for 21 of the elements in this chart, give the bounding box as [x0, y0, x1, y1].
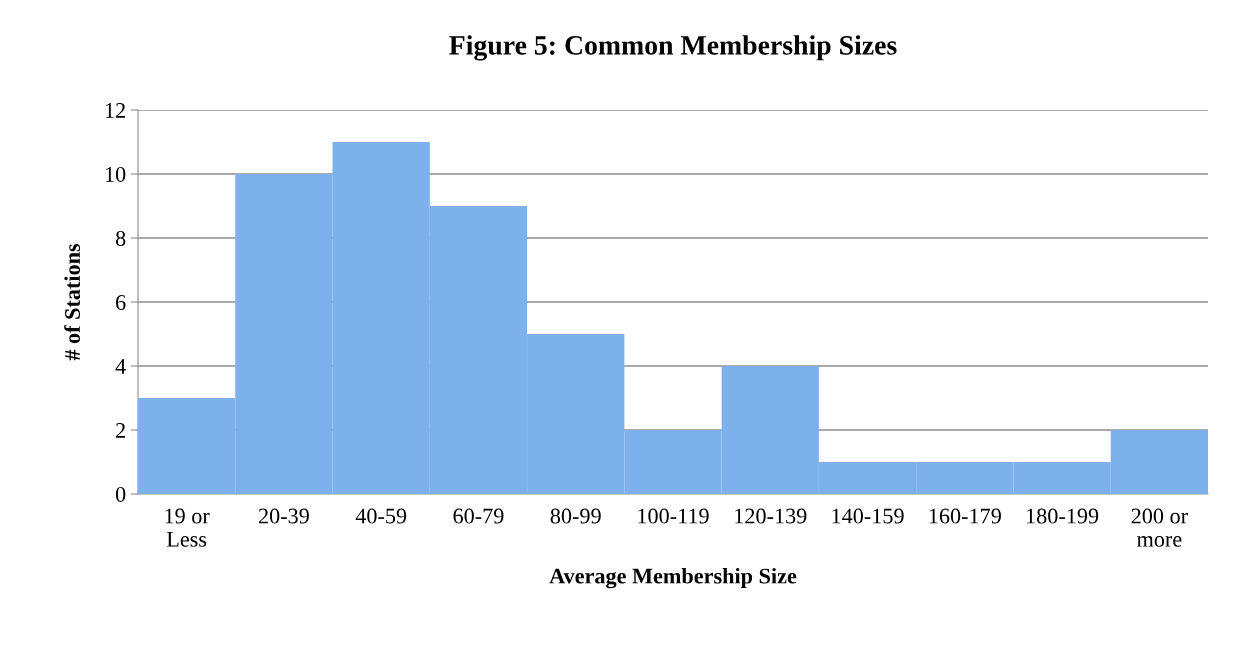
- y-tick-label: 6: [116, 294, 126, 310]
- y-tick-label: 0: [115, 486, 126, 502]
- x-axis-title: Average Membership Size: [549, 567, 797, 589]
- x-tick-label: 100-119: [638, 508, 709, 524]
- y-tick-label: 8: [115, 230, 126, 246]
- x-tick-label: 140-159: [832, 508, 904, 524]
- x-tick-label: 200 or more: [1131, 508, 1188, 547]
- chart-title: Figure 5: Common Membership Sizes: [449, 35, 897, 61]
- y-tick-label: 2: [116, 422, 125, 438]
- x-tick-label: 19 or Less: [165, 508, 210, 547]
- y-tick-label: 12: [105, 102, 125, 118]
- x-tick-label: 40-59: [355, 508, 407, 524]
- x-tick-label: 60-79: [453, 508, 504, 524]
- y-axis-title: # of Stations: [64, 243, 81, 361]
- y-tick-label: 4: [115, 359, 126, 374]
- x-tick-label: 180-199: [1027, 508, 1099, 524]
- y-tick-label: 10: [105, 166, 126, 182]
- x-tick-label: 80-99: [550, 508, 601, 524]
- x-tick-label: 20-39: [258, 508, 309, 524]
- x-tick-label: 120-139: [735, 508, 807, 524]
- x-tick-label: 160-179: [929, 508, 1001, 524]
